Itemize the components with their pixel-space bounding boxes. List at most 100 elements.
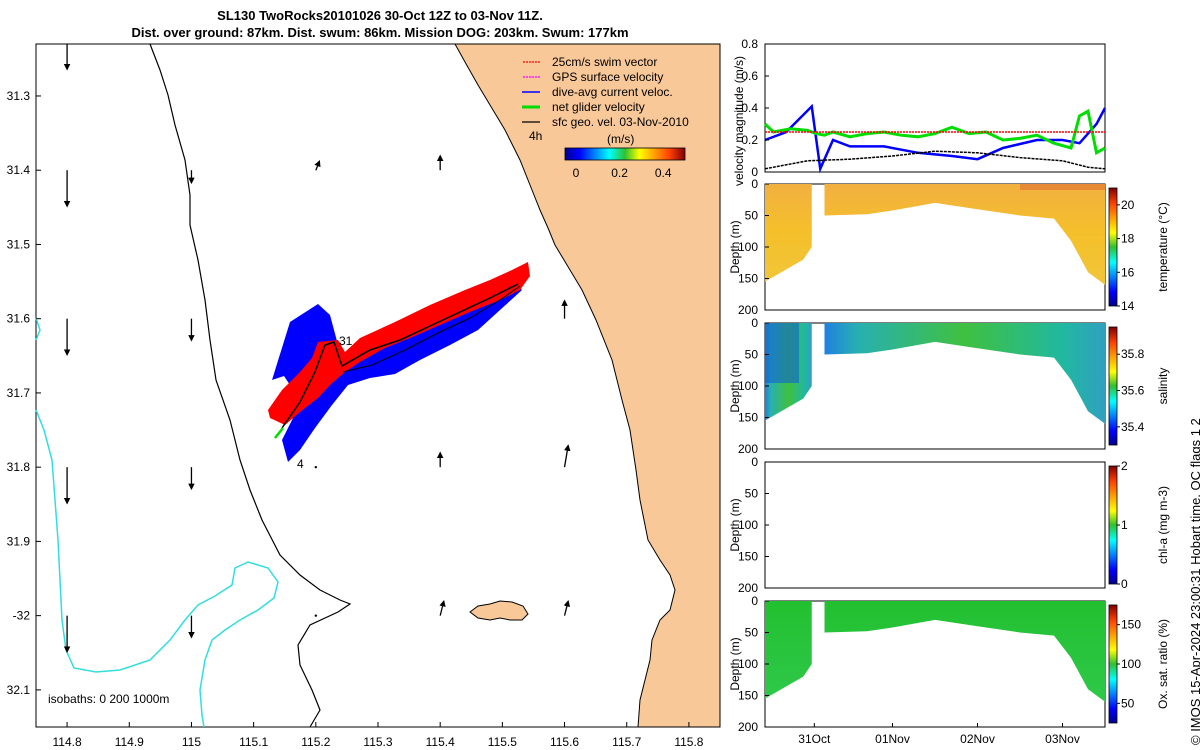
map-xtick-label: 115.2 — [301, 735, 330, 749]
time-tick-label: 03Nov — [1045, 732, 1080, 746]
chl-a-section-cbar-tick-label: 1 — [1121, 518, 1128, 532]
map-ytick-label: 31.6 — [7, 312, 31, 326]
geo-vector-dot — [314, 614, 318, 617]
time-tick-label: 31Oct — [798, 732, 831, 746]
geo-vector-dot — [314, 465, 318, 469]
oxygen-section-cbar-tick-label: 100 — [1121, 657, 1141, 671]
velocity-panel: 0 0.2 0.4 0.6 0.8 velocity magnitude (m/s) — [732, 37, 1107, 186]
salinity-section-ytick-label: 200 — [738, 442, 758, 456]
temperature-section-cbar-label: temperature (°C) — [1156, 202, 1170, 292]
glider-track-return — [342, 285, 521, 373]
map-colorbar-tick: 0.4 — [655, 166, 672, 180]
map-xtick-label: 115.4 — [426, 735, 455, 749]
temperature-section-cbar-tick-label: 18 — [1121, 232, 1135, 246]
colorbar-title: (m/s) — [607, 132, 634, 146]
map-xtick-label: 115.7 — [612, 735, 641, 749]
salinity-section-cbar-tick-label: 35.8 — [1121, 347, 1145, 361]
temperature-warm-surface — [1020, 184, 1105, 190]
track-label-end: 31 — [339, 334, 353, 348]
chl-a-section-cbar-tick-label: 2 — [1121, 459, 1128, 473]
legend-scale-label: 4h — [529, 129, 542, 143]
map-colorbar-tick: 0.2 — [611, 166, 628, 180]
legend-dive-label: dive-avg current veloc. — [552, 85, 673, 99]
map-colorbar — [564, 147, 686, 161]
map-xtick-label: 114.9 — [115, 735, 144, 749]
chart-title-line1: SL130 TwoRocks20101026 30-Oct 12Z to 03-… — [217, 8, 543, 23]
velocity-series-dive-avg-current-veloc- — [764, 103, 1107, 174]
oxygen-section-ytick-label: 0 — [751, 594, 758, 608]
chart-title-line2: Dist. over ground: 87km. Dist. swum: 86k… — [131, 25, 629, 40]
chl-a-section-ylabel: Depth (m) — [728, 498, 742, 551]
land-mass — [454, 43, 721, 728]
dive-avg-current-swath — [272, 286, 522, 462]
temperature-section-ylabel: Depth (m) — [728, 220, 742, 273]
chl-a-section-ytick-label: 0 — [751, 455, 758, 469]
time-axis: 31Oct 01Nov 02Nov 03Nov — [798, 723, 1080, 746]
temperature-section-ytick-label: 50 — [745, 209, 759, 223]
map-xtick-label: 115.1 — [239, 735, 268, 749]
salinity-fresh-patch — [765, 323, 799, 383]
legend-gps-label: GPS surface velocity — [552, 70, 663, 84]
temperature-section-ytick-label: 150 — [738, 272, 758, 286]
oxygen-section-ytick-label: 150 — [738, 689, 758, 703]
map-xtick-label: 115 — [182, 735, 201, 749]
temperature-section-ytick-label: 200 — [738, 303, 758, 317]
chl-a-section-cbar-tick-label: 0 — [1121, 577, 1128, 591]
chl-a-section-ytick-label: 200 — [738, 581, 758, 595]
oxygen-section-colorbar — [1108, 604, 1118, 724]
chl-a-section-cbar-label: chl-a (mg m-3) — [1156, 486, 1170, 564]
net-glider-mark — [274, 427, 284, 439]
time-tick-label: 02Nov — [960, 732, 995, 746]
velocity-ytick-label: 0.8 — [741, 37, 758, 51]
velocity-series-net-glider-velocity — [763, 108, 1106, 156]
oxygen-section-fill-left — [765, 601, 812, 699]
temperature-section-cbar-tick-label: 16 — [1121, 265, 1135, 279]
map-ytick-label: 31.8 — [7, 460, 31, 474]
salinity-section-ytick-label: 100 — [738, 379, 758, 393]
temperature-section-cbar-tick-label: 20 — [1121, 198, 1135, 212]
temperature-section-ytick-label: 100 — [738, 240, 758, 254]
geo-vector-arrow — [563, 599, 571, 616]
legend-geo-label: sfc geo. vel. 03-Nov-2010 — [552, 115, 689, 129]
map-xtick-label: 114.8 — [53, 735, 82, 749]
chl-a-section-ytick-label: 50 — [745, 487, 759, 501]
map-legend: 25cm/s swim vector GPS surface velocity … — [522, 55, 689, 180]
temperature-section-cbar-tick-label: 14 — [1121, 299, 1135, 313]
velocity-series-sfc-geo-vel- — [764, 150, 1106, 170]
chl-a-section-ytick-label: 150 — [738, 550, 758, 564]
map-ytick-label: 31.9 — [7, 534, 31, 548]
velocity-ylabel: velocity magnitude (m/s) — [732, 56, 746, 186]
isobath-200m — [149, 43, 352, 728]
velocity-ytick-label: 0 — [751, 165, 758, 179]
salinity-section-ylabel: Depth (m) — [728, 359, 742, 412]
map-xtick-label: 115.3 — [363, 735, 392, 749]
geo-vector-field — [63, 44, 571, 653]
map-ytick-label: 31.7 — [7, 386, 31, 400]
map-xtick-label: 115.8 — [674, 735, 703, 749]
temperature-section-colorbar — [1108, 187, 1118, 307]
chl-a-section-ytick-label: 100 — [738, 518, 758, 532]
oxygen-section-ytick-label: 50 — [745, 626, 759, 640]
map-ytick-label: -32 — [13, 609, 31, 623]
island — [469, 600, 529, 621]
temperature-section-panel: 0 50 100 150 200 Depth (m) 14 16 18 20 temperature… — [728, 177, 1170, 317]
salinity-section-ytick-label: 50 — [745, 348, 759, 362]
oxygen-section-ytick-label: 200 — [738, 720, 758, 734]
oxygen-section-fill-right — [824, 601, 1105, 702]
salinity-section-panel: 0 50 100 150 200 Depth (m) 35.4 35.6 35.8 salinit… — [728, 316, 1170, 456]
map-xtick-label: 115.5 — [488, 735, 517, 749]
track-label-start: 4 — [297, 457, 304, 471]
salinity-section-fill-right — [824, 323, 1105, 424]
salinity-section-cbar-tick-label: 35.4 — [1121, 420, 1145, 434]
chl-a-section-frame — [764, 461, 1106, 589]
time-tick-label: 01Nov — [875, 732, 910, 746]
salinity-section-ytick-label: 150 — [738, 411, 758, 425]
chl-a-section-panel: 0 50 100 150 200 Depth (m) 0 1 2 chl-a (mg m-3) — [728, 455, 1170, 595]
oxygen-section-ylabel: Depth (m) — [728, 637, 742, 690]
velocity-ytick-label: 0.4 — [741, 101, 758, 115]
isobath-1000m-west — [35, 317, 41, 341]
salinity-section-cbar-tick-label: 35.6 — [1121, 384, 1145, 398]
oxygen-section-cbar-tick-label: 50 — [1121, 696, 1135, 710]
salinity-section-colorbar — [1108, 326, 1118, 446]
map-ytick-label: 31.4 — [7, 163, 31, 177]
